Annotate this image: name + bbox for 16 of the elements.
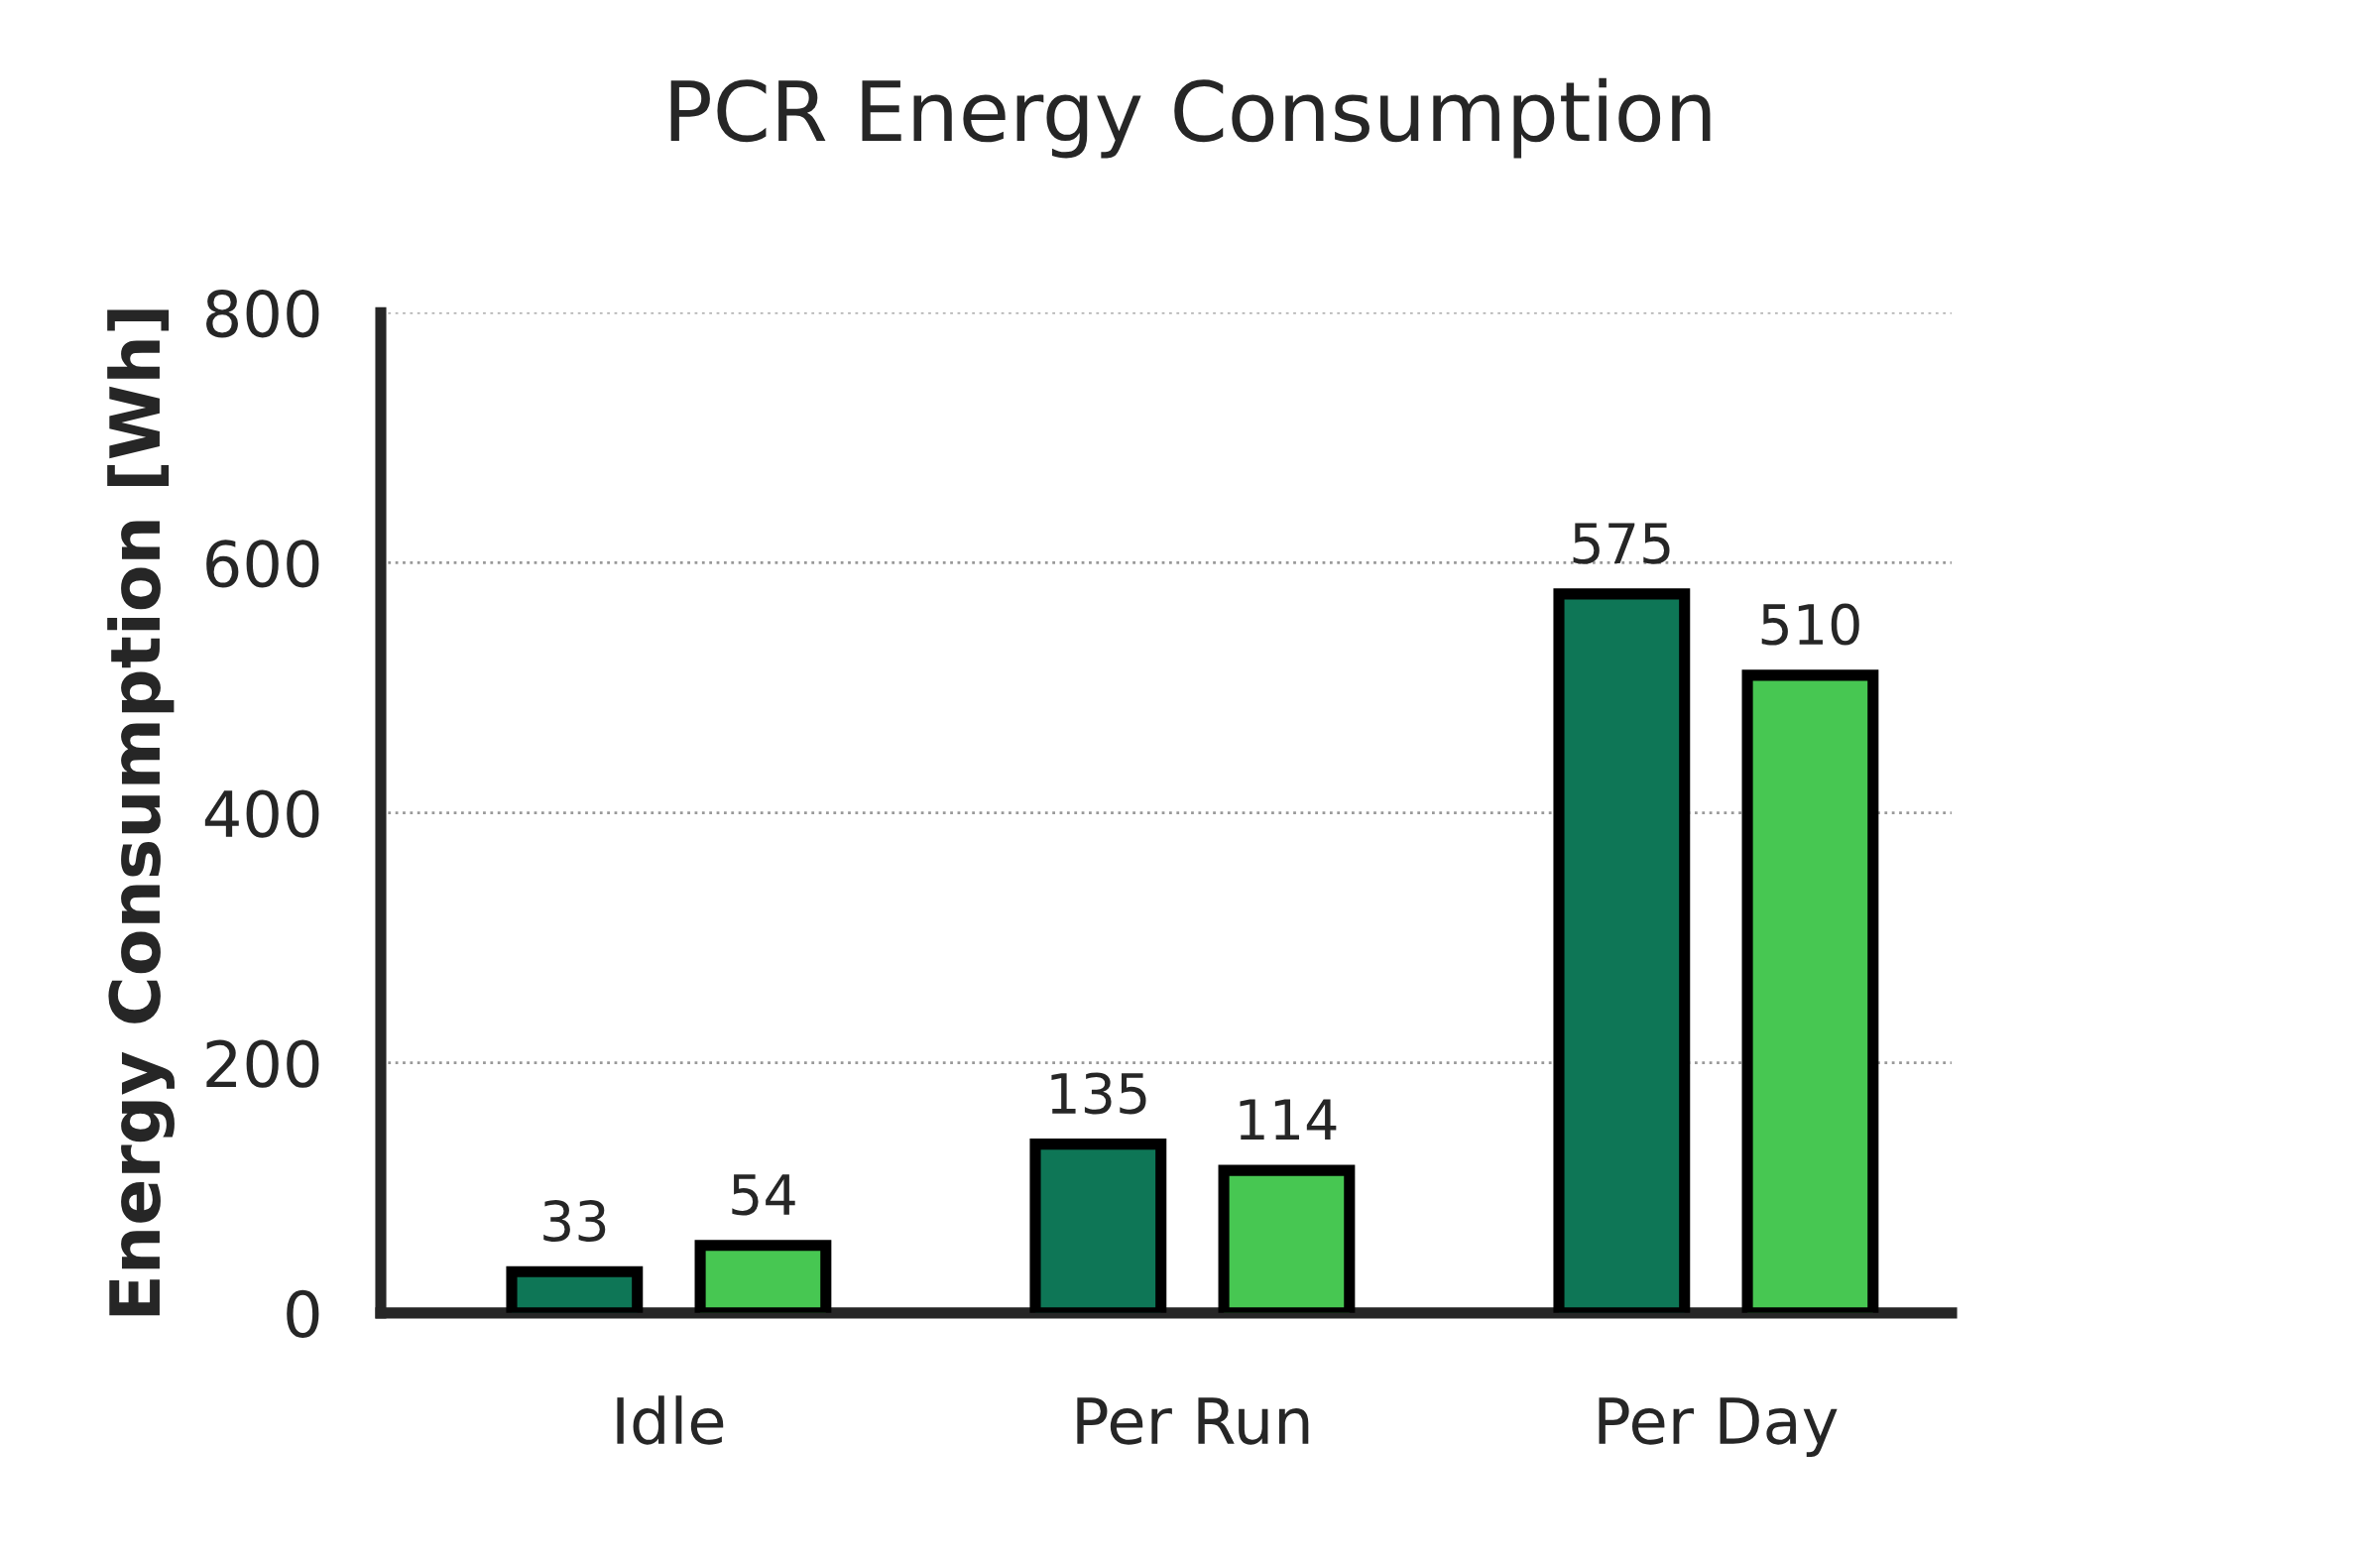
y-tick-label: 600 <box>206 540 319 588</box>
chart-title: PCR Energy Consumption <box>670 77 1711 159</box>
data-label: 114 <box>1240 1099 1337 1141</box>
data-label: 135 <box>1051 1072 1146 1115</box>
y-axis-title: Energy Consumption [Wh] <box>107 309 175 1316</box>
data-label: 510 <box>1761 603 1859 646</box>
y-tick-label: 800 <box>206 290 319 338</box>
x-tick-label: Idle <box>617 1395 724 1445</box>
data-label: 33 <box>543 1200 606 1243</box>
y-tick-label: 400 <box>204 789 319 838</box>
data-label: 575 <box>1573 523 1670 564</box>
data-label: 54 <box>732 1174 795 1216</box>
y-tick-label: 200 <box>206 1039 319 1088</box>
x-tick-label: Per Run <box>1077 1397 1309 1445</box>
y-tick-label: 0 <box>287 1289 319 1339</box>
x-tick-label: Per Day <box>1599 1397 1838 1458</box>
